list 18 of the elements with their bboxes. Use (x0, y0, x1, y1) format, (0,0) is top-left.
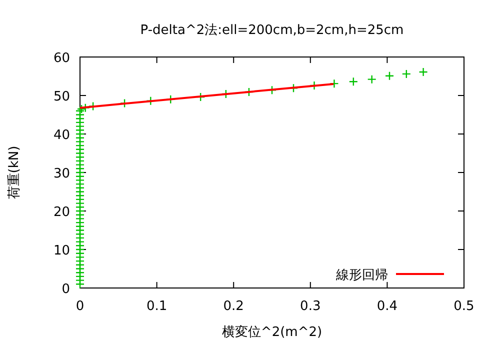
y-tick-label: 0 (62, 282, 70, 297)
x-tick-label: 0.4 (376, 299, 398, 314)
y-tick-label: 30 (53, 166, 70, 182)
legend-label: 線形回帰 (335, 268, 388, 283)
chart-title: P-delta^2法:ell=200cm,b=2cm,h=25cm (140, 23, 404, 38)
x-tick-label: 0.2 (223, 299, 244, 314)
y-tick-label: 20 (53, 205, 70, 220)
x-tick-label: 0 (76, 299, 84, 314)
x-tick-label: 0.3 (300, 299, 321, 314)
legend: 線形回帰 (336, 268, 444, 283)
y-tick-label: 40 (53, 128, 70, 143)
x-axis-title: 横変位^2(m^2) (222, 324, 322, 340)
x-tick-label: 0.5 (454, 299, 474, 314)
y-tick-label: 50 (53, 90, 70, 104)
x-tick-label: 0.1 (146, 299, 168, 314)
y-axis-title: 荷重(kN) (7, 146, 22, 200)
y-tick-label: 10 (53, 244, 70, 258)
y-tick-label: 60 (53, 51, 70, 66)
